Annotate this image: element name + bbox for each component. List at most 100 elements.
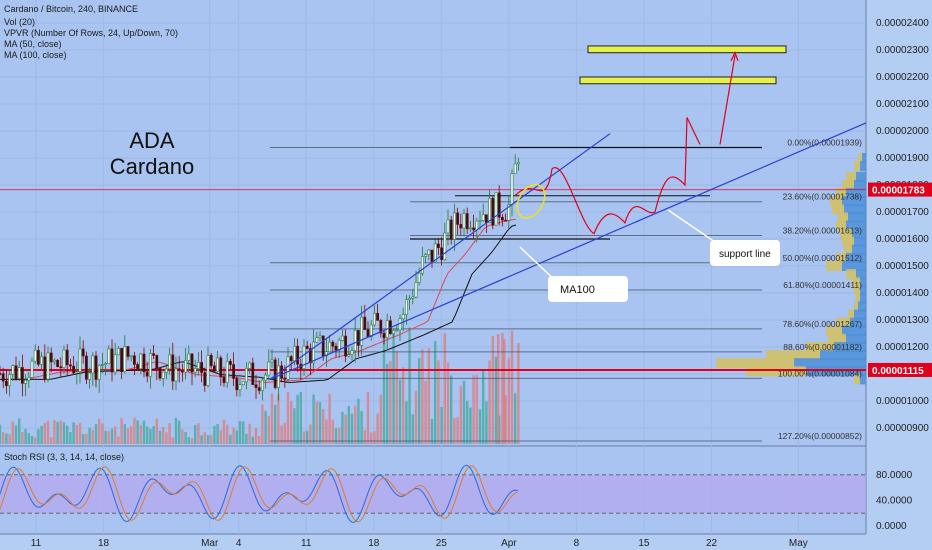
vpvr-bar-up: [858, 153, 862, 163]
candle-body: [308, 348, 312, 364]
volume-bar: [370, 432, 373, 444]
volume-bar: [158, 430, 162, 444]
volume-bar: [34, 437, 37, 444]
volume-bar: [427, 348, 430, 444]
candle-body: [129, 355, 133, 358]
vpvr-bar-up: [846, 269, 856, 280]
candle-body: [117, 348, 120, 356]
vpvr-bar-up: [836, 188, 846, 199]
volume-bar: [411, 414, 414, 444]
volume-bar: [187, 437, 190, 444]
volume-bar: [226, 424, 229, 444]
candle-body: [8, 374, 12, 387]
volume-bar: [514, 393, 517, 444]
volume-bar: [130, 426, 133, 444]
fib-level-label: 23.60%(0.00001738): [783, 192, 863, 202]
volume-bar: [395, 351, 398, 444]
candle-body: [248, 362, 252, 369]
volume-bar: [456, 417, 459, 444]
candle-body: [85, 355, 88, 380]
fib-level-label: 61.80%(0.00001411): [783, 280, 862, 290]
volume-bar: [155, 418, 158, 444]
volume-bar: [491, 335, 494, 444]
candle-body: [315, 337, 319, 343]
volume-bar: [405, 401, 408, 444]
candle-body: [181, 370, 184, 373]
target-zone: [587, 45, 787, 54]
fib-level-label: 127.20%(0.00000852): [778, 431, 862, 441]
candle-body: [225, 361, 229, 383]
volume-bar: [392, 331, 395, 444]
volume-bar: [50, 437, 53, 444]
volume-bar: [402, 367, 405, 444]
vpvr-bar-down: [846, 333, 866, 344]
volume-bar: [363, 429, 366, 444]
vpvr-bar-down: [856, 171, 866, 182]
volume-bar: [347, 406, 350, 444]
volume-spike: [497, 334, 500, 444]
trend-line-steep: [269, 133, 611, 380]
volume-bar: [373, 431, 376, 444]
candle-body: [17, 367, 21, 379]
volume-bar: [248, 423, 251, 444]
volume-bar: [126, 428, 130, 444]
volume-spike: [503, 339, 506, 444]
candle-body: [296, 345, 300, 365]
candle-body: [360, 316, 364, 346]
stoch-d-line: [0, 465, 519, 523]
candle-body: [107, 348, 111, 364]
candle-body: [136, 364, 140, 369]
volume-bar: [222, 419, 226, 444]
candle-body: [267, 361, 271, 376]
candle-body: [49, 352, 53, 363]
volume-bar: [264, 410, 267, 444]
volume-bar: [232, 427, 235, 444]
volume-bar: [101, 423, 104, 444]
candle-body: [222, 376, 226, 383]
candle-body: [273, 359, 277, 388]
price-tick-label: 0.00001900: [876, 153, 929, 164]
time-tick-label: May: [789, 538, 808, 549]
volume-bar: [107, 431, 110, 444]
candle-body: [251, 362, 255, 385]
time-tick-label: 25: [436, 538, 448, 549]
vpvr-bar-up: [828, 333, 846, 344]
candle-body: [379, 320, 383, 334]
vpvr-bar-up: [766, 350, 820, 361]
horizontal-level-badge: [868, 362, 932, 377]
candle-body: [302, 345, 306, 369]
candle-body: [443, 232, 447, 260]
volume-bar: [299, 391, 302, 444]
candle-body: [417, 272, 421, 283]
vpvr-bar-up: [806, 342, 834, 352]
price-tick-label: 0.00000900: [876, 423, 929, 434]
fib-level-label: 0.00%(0.00001939): [787, 137, 862, 147]
time-tick-label: 18: [98, 538, 110, 549]
vpvr-bar-up: [746, 366, 806, 377]
volume-bar: [376, 413, 379, 444]
candle-body: [260, 379, 264, 391]
candle-body: [289, 356, 293, 362]
vpvr-bar-up: [848, 309, 854, 320]
volume-bar: [238, 420, 242, 444]
fib-level-label: 78.60%(0.00001267): [783, 319, 863, 329]
volume-bar: [302, 431, 306, 444]
fib-level-label: 50.00%(0.00001512): [783, 253, 863, 263]
candle-body: [264, 374, 268, 381]
vpvr-bar-up: [854, 301, 858, 312]
vpvr-bar-down: [860, 285, 866, 296]
candle-body: [30, 360, 34, 378]
volume-bar: [91, 429, 94, 444]
price-tick-label: 0.00002200: [876, 72, 929, 83]
candle-body: [459, 224, 463, 229]
candle-body: [465, 213, 469, 230]
stoch-label: Stoch RSI (3, 3, 14, 14, close): [4, 452, 125, 462]
candle-body: [72, 365, 76, 374]
candle-body: [88, 372, 92, 380]
vpvr-bar-up: [844, 244, 852, 255]
vpvr-bar-down: [846, 188, 866, 199]
candle-body: [500, 216, 504, 221]
volume-bar: [11, 421, 14, 444]
volume-bar: [322, 409, 325, 444]
